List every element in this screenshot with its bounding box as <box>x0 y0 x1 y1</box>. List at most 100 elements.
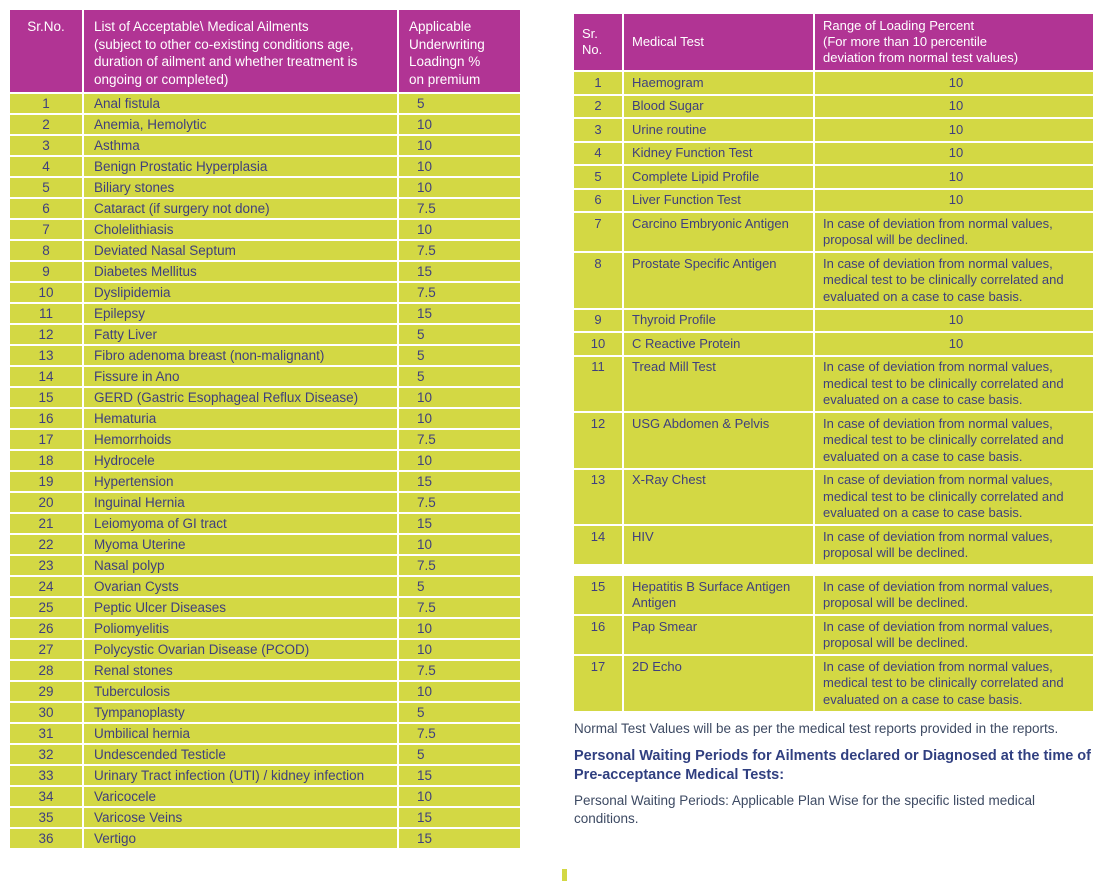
loading-percent-cell: 5 <box>397 344 522 367</box>
sr-no-cell: 2 <box>572 93 624 119</box>
loading-percent-cell: 7.5 <box>397 197 522 220</box>
loading-range-cell: 10 <box>813 307 1095 333</box>
ailment-cell: Cataract (if surgery not done) <box>82 197 399 220</box>
loading-percent-cell: 7.5 <box>397 659 522 682</box>
table-row: 8 Deviated Nasal Septum 7.5 <box>8 239 522 262</box>
sr-no-cell: 19 <box>8 470 84 493</box>
ailment-cell: Ovarian Cysts <box>82 575 399 598</box>
table-row: 10 C Reactive Protein 10 <box>572 331 1095 357</box>
ailment-cell: Benign Prostatic Hyperplasia <box>82 155 399 178</box>
table-row: 17 2D Echo In case of deviation from norma… <box>572 654 1095 713</box>
loading-percent-cell: 5 <box>397 92 522 115</box>
table-row: 32 Undescended Testicle 5 <box>8 743 522 766</box>
medical-tests-table: Sr. No. Medical Test Range of Loading Pe… <box>572 12 1095 566</box>
table-row: 8 Prostate Specific Antigen In case of dev… <box>572 251 1095 310</box>
normal-test-values-note: Normal Test Values will be as per the me… <box>574 720 1059 736</box>
table-row: 3 Urine routine 10 <box>572 117 1095 143</box>
sr-no-cell: 31 <box>8 722 84 745</box>
sr-no-cell: 5 <box>8 176 84 199</box>
sr-no-cell: 8 <box>572 251 624 310</box>
loading-percent-cell: 15 <box>397 470 522 493</box>
sr-no-cell: 15 <box>8 386 84 409</box>
table-row: 13 Fibro adenoma breast (non-malignant) 5 <box>8 344 522 367</box>
table-row: 6 Cataract (if surgery not done) 7.5 <box>8 197 522 220</box>
table-row: 7 Carcino Embryonic Antigen In case of dev… <box>572 211 1095 253</box>
table-row: 17 Hemorrhoids 7.5 <box>8 428 522 451</box>
table-header-row: Sr.No. List of Acceptable\ Medical Ailme… <box>8 8 522 94</box>
table-row: 16 Hematuria 10 <box>8 407 522 430</box>
loading-percent-cell: 10 <box>397 218 522 241</box>
column-header-loading-range: Range of Loading Percent (For more than … <box>813 12 1095 72</box>
sr-no-cell: 21 <box>8 512 84 535</box>
ailment-cell: Hematuria <box>82 407 399 430</box>
waiting-periods-text: Personal Waiting Periods: Applicable Pla… <box>574 792 1035 826</box>
table-row: 24 Ovarian Cysts 5 <box>8 575 522 598</box>
ailment-cell: Fissure in Ano <box>82 365 399 388</box>
loading-range-cell: 10 <box>813 140 1095 166</box>
medical-test-cell: Thyroid Profile <box>622 307 815 333</box>
medical-test-cell: USG Abdomen & Pelvis <box>622 411 815 470</box>
loading-percent-cell: 7.5 <box>397 281 522 304</box>
sr-no-cell: 1 <box>8 92 84 115</box>
ailment-cell: Diabetes Mellitus <box>82 260 399 283</box>
loading-percent-cell: 10 <box>397 407 522 430</box>
medical-test-cell: HIV <box>622 524 815 566</box>
loading-percent-cell: 10 <box>397 533 522 556</box>
ailment-cell: Inguinal Hernia <box>82 491 399 514</box>
sr-no-cell: 10 <box>8 281 84 304</box>
table-row: 2 Anemia, Hemolytic 10 <box>8 113 522 136</box>
medical-test-cell: Hepatitis B Surface Antigen Antigen <box>622 574 815 616</box>
loading-range-cell: 10 <box>813 117 1095 143</box>
loading-percent-cell: 10 <box>397 617 522 640</box>
loading-percent-cell: 15 <box>397 806 522 829</box>
medical-test-cell: C Reactive Protein <box>622 331 815 357</box>
ailment-cell: Anemia, Hemolytic <box>82 113 399 136</box>
sr-no-cell: 35 <box>8 806 84 829</box>
sr-no-cell: 4 <box>8 155 84 178</box>
loading-range-cell: 10 <box>813 164 1095 190</box>
table-row: 22 Myoma Uterine 10 <box>8 533 522 556</box>
sr-no-cell: 34 <box>8 785 84 808</box>
sr-no-cell: 5 <box>572 164 624 190</box>
sr-no-cell: 33 <box>8 764 84 787</box>
table-row: 35 Varicose Veins 15 <box>8 806 522 829</box>
loading-percent-cell: 10 <box>397 638 522 661</box>
table-row: 14 HIV In case of deviation from normal va… <box>572 524 1095 566</box>
medical-tests-table-body: 1 Haemogram 10 2 Blood Sugar 10 3 Urine routine… <box>572 70 1095 566</box>
table-row: 4 Benign Prostatic Hyperplasia 10 <box>8 155 522 178</box>
ailment-cell: Myoma Uterine <box>82 533 399 556</box>
ailment-cell: Tuberculosis <box>82 680 399 703</box>
sr-no-cell: 6 <box>572 187 624 213</box>
table-row: 1 Haemogram 10 <box>572 70 1095 96</box>
sr-no-cell: 14 <box>8 365 84 388</box>
sr-no-cell: 9 <box>572 307 624 333</box>
medical-tests-section: Sr. No. Medical Test Range of Loading Pe… <box>572 12 1095 828</box>
loading-percent-cell: 7.5 <box>397 428 522 451</box>
sr-no-cell: 11 <box>8 302 84 325</box>
sr-no-cell: 29 <box>8 680 84 703</box>
ailment-cell: Varicose Veins <box>82 806 399 829</box>
ailment-cell: GERD (Gastric Esophageal Reflux Disease) <box>82 386 399 409</box>
table-row: 16 Pap Smear In case of deviation from nor… <box>572 614 1095 656</box>
medical-test-cell: Urine routine <box>622 117 815 143</box>
ailment-cell: Urinary Tract infection (UTI) / kidney i… <box>82 764 399 787</box>
loading-range-cell: In case of deviation from normal values,… <box>813 654 1095 713</box>
loading-percent-cell: 10 <box>397 785 522 808</box>
loading-percent-cell: 5 <box>397 701 522 724</box>
sr-no-cell: 13 <box>8 344 84 367</box>
loading-range-cell: 10 <box>813 93 1095 119</box>
sr-no-cell: 26 <box>8 617 84 640</box>
sr-no-cell: 2 <box>8 113 84 136</box>
table-row: 1 Anal fistula 5 <box>8 92 522 115</box>
sr-no-cell: 25 <box>8 596 84 619</box>
sr-no-cell: 13 <box>572 467 624 526</box>
ailment-cell: Leiomyoma of GI tract <box>82 512 399 535</box>
ailment-cell: Hydrocele <box>82 449 399 472</box>
loading-percent-cell: 10 <box>397 113 522 136</box>
sr-no-cell: 17 <box>8 428 84 451</box>
loading-percent-cell: 15 <box>397 260 522 283</box>
loading-percent-cell: 15 <box>397 827 522 850</box>
sr-no-cell: 7 <box>8 218 84 241</box>
ailment-cell: Tympanoplasty <box>82 701 399 724</box>
loading-percent-cell: 7.5 <box>397 722 522 745</box>
